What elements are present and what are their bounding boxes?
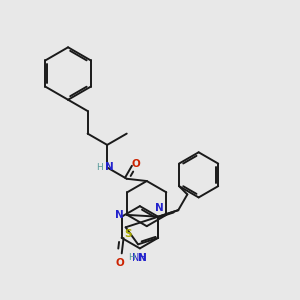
Text: O: O: [116, 257, 124, 268]
Text: H: H: [96, 163, 102, 172]
Text: S: S: [124, 229, 132, 239]
Text: N: N: [155, 203, 164, 213]
Text: N: N: [105, 163, 114, 172]
Text: N: N: [115, 210, 124, 220]
Text: H: H: [128, 253, 135, 262]
Text: NH: NH: [133, 253, 147, 263]
Text: N: N: [138, 253, 147, 263]
Text: O: O: [131, 159, 140, 169]
